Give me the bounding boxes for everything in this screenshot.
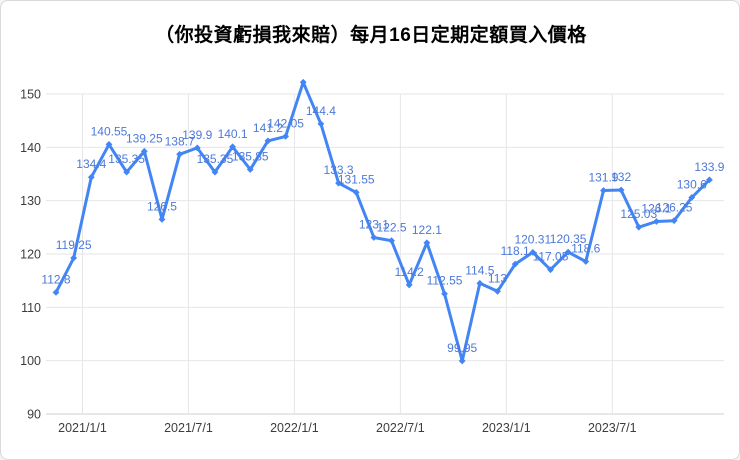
data-point-label: 113	[488, 271, 507, 285]
data-point-marker	[582, 258, 590, 265]
data-point-label: 118.1	[501, 244, 530, 258]
data-point-label: 131.55	[338, 172, 375, 186]
x-tick-label: 2022/1/1	[270, 421, 319, 435]
price-line	[54, 80, 711, 363]
data-point-label: 133.9	[694, 160, 724, 174]
data-point-label: 118.6	[571, 241, 600, 255]
data-point-label: 140.1	[218, 127, 248, 141]
y-tick-label: 120	[20, 248, 41, 262]
data-point-label: 126.25	[656, 201, 693, 215]
data-point-marker	[706, 176, 713, 184]
data-point-marker	[229, 143, 236, 151]
data-point-marker	[441, 290, 448, 298]
data-point-marker	[193, 144, 201, 152]
y-tick-label: 100	[20, 354, 41, 368]
data-point-marker	[123, 168, 131, 176]
data-point-label: 112.55	[427, 274, 463, 288]
data-point-marker	[158, 215, 166, 223]
data-point-marker	[670, 217, 678, 225]
data-point-label: 130.6	[677, 177, 707, 191]
data-point-label: 122.5	[377, 221, 407, 235]
data-point-label: 122.1	[412, 223, 442, 237]
data-point-label: 123.1	[359, 217, 389, 231]
data-point-label: 114.2	[395, 265, 424, 279]
data-point-label: 112.8	[41, 272, 70, 286]
data-point-label: 142.05	[267, 116, 304, 130]
data-point-marker	[688, 194, 696, 201]
data-point-marker	[87, 173, 95, 181]
y-tick-label: 140	[20, 141, 41, 155]
x-tick-label: 2023/7/1	[588, 421, 637, 435]
data-point-marker	[246, 166, 254, 173]
data-point-label: 135.85	[232, 149, 269, 163]
data-point-marker	[617, 186, 625, 194]
data-point-label: 138.7	[165, 134, 195, 148]
data-point-label: 120.35	[550, 232, 587, 246]
data-point-label: 114.5	[465, 263, 494, 277]
data-point-marker	[352, 189, 360, 196]
data-point-label: 133.3	[324, 163, 354, 177]
data-point-label: 141.2	[253, 121, 283, 135]
data-point-marker	[52, 289, 60, 296]
chart-title: （你投資虧損我來賠）每月16日定期定額買入價格	[155, 25, 587, 46]
data-point-label: 140.55	[91, 124, 128, 138]
x-tick-label: 2021/1/1	[58, 421, 107, 435]
data-point-marker	[653, 218, 660, 225]
data-point-marker	[176, 150, 184, 158]
data-point-label: 117.05	[533, 250, 569, 264]
data-point-label: 126.5	[147, 199, 177, 213]
y-tick-label: 110	[21, 301, 41, 315]
data-point-marker	[317, 120, 325, 128]
data-point-marker	[529, 248, 537, 256]
data-point-marker	[547, 266, 554, 274]
data-point-label: 119.25	[56, 238, 92, 252]
data-point-label: 126.1	[641, 201, 671, 215]
x-tick-label: 2022/7/1	[376, 421, 425, 435]
data-point-marker	[511, 260, 519, 268]
data-point-marker	[476, 279, 484, 287]
data-point-marker	[423, 239, 431, 247]
data-point-label: 135.35	[108, 152, 145, 166]
data-point-marker	[105, 141, 113, 148]
data-point-label: 132	[611, 170, 631, 184]
data-point-marker	[388, 237, 395, 245]
data-point-marker	[405, 281, 413, 289]
data-point-marker	[494, 287, 501, 295]
data-point-marker	[264, 137, 272, 145]
data-point-marker	[564, 248, 572, 256]
data-point-marker	[600, 187, 607, 194]
data-point-label: 120.31	[514, 232, 551, 246]
data-point-label: 135.35	[197, 152, 234, 166]
data-point-marker	[335, 179, 342, 187]
data-point-label: 99.95	[447, 341, 477, 355]
x-tick-label: 2021/7/1	[164, 421, 213, 435]
data-point-label: 131.9	[588, 171, 618, 185]
y-tick-label: 130	[20, 194, 41, 208]
data-point-marker	[140, 147, 148, 155]
data-point-label: 139.25	[126, 131, 163, 145]
y-tick-label: 90	[27, 408, 41, 422]
x-tick-label: 2023/1/1	[482, 421, 531, 435]
y-tick-label: 150	[20, 88, 41, 102]
data-point-marker	[211, 168, 219, 176]
data-point-label: 144.4	[306, 104, 336, 118]
data-point-marker	[458, 357, 466, 365]
data-point-label: 125.03	[620, 207, 657, 221]
data-point-marker	[299, 78, 307, 86]
data-point-marker	[282, 133, 289, 140]
data-point-label: 134.4	[76, 157, 106, 171]
data-point-marker	[635, 223, 643, 231]
data-point-marker	[370, 234, 378, 241]
data-point-label: 139.9	[182, 128, 212, 142]
